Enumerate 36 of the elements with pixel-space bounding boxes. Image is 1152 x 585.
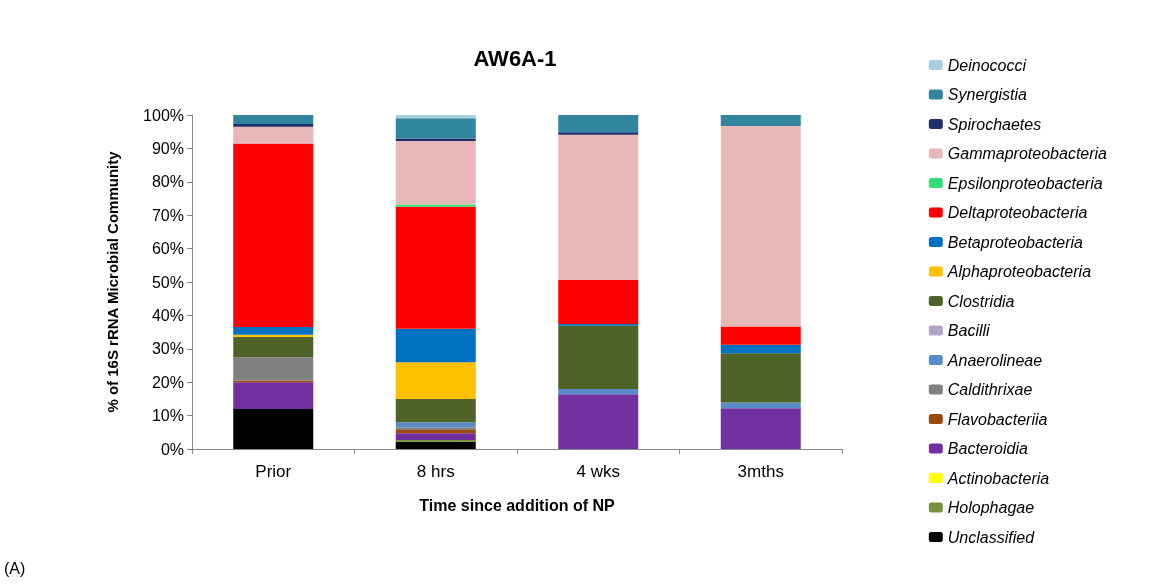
y-tick-label: 90%	[151, 139, 184, 157]
legend-label: Unclassified	[947, 528, 1036, 546]
legend-label: Deltaproteobacteria	[947, 204, 1088, 221]
legend-label: Betaproteobacteria	[947, 233, 1084, 251]
x-tick-label: 3mths	[737, 462, 784, 481]
y-tick-label: 40%	[151, 306, 184, 324]
legend-label: Holophagae	[947, 499, 1035, 516]
x-tick-label: 8 hrs	[416, 462, 455, 481]
y-tick-label: 100%	[143, 106, 184, 124]
legend-label: Alphaproteobacteria	[946, 263, 1092, 280]
text: (A)	[4, 560, 26, 578]
y-tick-label: 20%	[151, 373, 184, 391]
x-tick-label: Prior	[255, 462, 292, 481]
legend-label: Bacilli	[947, 322, 991, 339]
legend-label: Flavobacteriia	[947, 410, 1048, 428]
legend-label: Synergistia	[947, 86, 1028, 103]
y-tick-label: 60%	[151, 240, 184, 258]
legend-label: Spirochaetes	[947, 115, 1042, 133]
y-tick-label: 30%	[151, 340, 184, 358]
y-axis-title: % of 16S rRNA Microbial Community	[104, 150, 121, 413]
legend-label: Gammaproteobacteria	[947, 145, 1108, 162]
y-tick-label: 10%	[151, 407, 184, 425]
x-tick-label: 4 wks	[576, 462, 620, 481]
legend-label: Deinococci	[947, 56, 1027, 74]
x-axis-title: Time since addition of NP	[419, 496, 615, 514]
legend-label: Epsilonproteobacteria	[947, 174, 1103, 192]
legend-label: Anaerolineae	[946, 351, 1043, 369]
legend-label: Actinobacteria	[946, 469, 1050, 487]
legend-label: Caldithrixae	[947, 381, 1033, 398]
y-tick-label: 50%	[151, 273, 184, 291]
chart-title: AW6A-1	[473, 45, 557, 71]
y-tick-label: 70%	[151, 206, 184, 224]
y-tick-label: 80%	[151, 173, 184, 191]
legend-label: Bacteroidia	[947, 440, 1028, 457]
legend-label: Clostridia	[947, 292, 1015, 310]
y-tick-label: 0%	[160, 440, 184, 458]
